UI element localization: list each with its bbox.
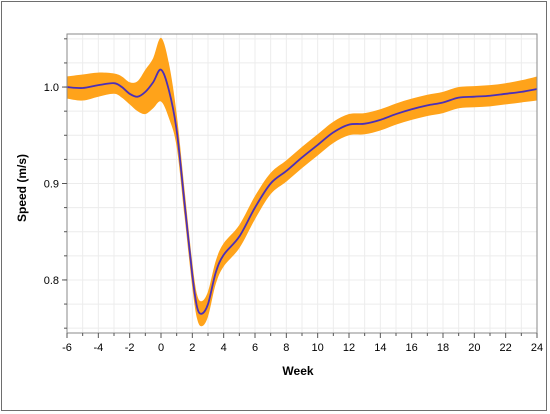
y-tick-label: 1.0 — [44, 82, 59, 94]
series-line — [66, 68, 538, 315]
grid-lines — [66, 34, 538, 333]
x-tick-label: 12 — [343, 342, 355, 354]
confidence-band-area — [67, 37, 537, 327]
x-tick-label: -2 — [125, 342, 135, 354]
y-tick-label: 0.9 — [44, 179, 59, 191]
x-tick-label: 24 — [531, 342, 543, 354]
x-tick-label: 16 — [406, 342, 418, 354]
y-tick-label: 0.8 — [44, 275, 59, 287]
x-tick-label: 8 — [283, 342, 289, 354]
y-axis-title: Speed (m/s) — [15, 154, 29, 222]
x-tick-label: -6 — [62, 342, 72, 354]
x-tick-label: 14 — [374, 342, 386, 354]
x-tick-label: 18 — [437, 342, 449, 354]
x-tick-label: -4 — [93, 342, 103, 354]
x-tick-label: 6 — [252, 342, 258, 354]
x-axis-title: Week — [282, 364, 313, 378]
x-tick-label: 2 — [189, 342, 195, 354]
mean-speed-line — [66, 68, 538, 315]
x-tick-label: 4 — [221, 342, 227, 354]
y-axis-ticks: 0.8 0.9 1.0 — [44, 38, 67, 329]
confidence-band — [67, 37, 537, 327]
x-tick-label: 22 — [500, 342, 512, 354]
x-tick-label: 0 — [158, 342, 164, 354]
x-tick-label: 10 — [312, 342, 324, 354]
x-tick-label: 20 — [468, 342, 480, 354]
x-axis-ticks: -6 -4 -2 0 2 4 6 8 10 12 14 16 18 20 22 24 — [62, 333, 543, 354]
